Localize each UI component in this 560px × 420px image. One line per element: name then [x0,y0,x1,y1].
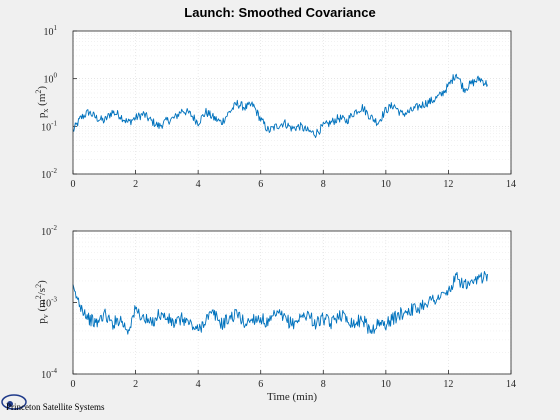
top-x-tick-label: 6 [258,179,263,190]
top-series-line [72,73,488,139]
top-plot-x-ticks: 0 2 4 6 8 10 12 14 [71,170,516,190]
top-y-tick-label: 101 [44,24,58,38]
bottom-y-tick-label: 10-2 [41,224,57,238]
chart-title: Launch: Smoothed Covariance [184,5,375,20]
bottom-x-tick-label: 0 [71,379,76,390]
planet-logo-icon [7,401,13,407]
bottom-x-tick-label: 14 [506,379,516,390]
bottom-plot-ylabel: pv (m2/s2) [34,280,50,324]
top-y-tick-label: 10-1 [41,119,57,133]
bottom-y-tick-label: 10-4 [41,367,57,381]
bottom-x-tick-label: 4 [196,379,201,390]
bottom-x-tick-label: 6 [258,379,263,390]
top-plot-frame [72,30,512,175]
bottom-plot-series [72,270,488,335]
bottom-plot: 0 2 4 6 8 10 12 14 10-4 10-3 10-2 pv (m2/s2) Time… [34,224,516,403]
company-logo: Princeton Satellite Systems [1,394,105,412]
bottom-plot-frame [72,230,512,375]
bottom-x-tick-label: 12 [443,379,453,390]
top-plot-area [73,31,511,174]
bottom-x-tick-label: 2 [133,379,138,390]
top-y-tick-label: 10-2 [41,167,57,181]
top-x-tick-label: 0 [71,179,76,190]
bottom-x-tick-label: 8 [321,379,326,390]
top-plot-ylabel: px (m2) [34,86,50,118]
bottom-plot-x-ticks: 0 2 4 6 8 10 12 14 [71,370,516,390]
top-plot-series [72,73,488,139]
top-x-tick-label: 4 [196,179,201,190]
bottom-plot-xlabel: Time (min) [267,391,317,403]
orbit-logo-icon [1,394,27,410]
top-x-tick-label: 10 [381,179,391,190]
top-x-tick-label: 2 [133,179,138,190]
top-x-tick-label: 14 [506,179,516,190]
bottom-y-tick-label: 10-3 [41,296,57,310]
top-x-tick-label: 8 [321,179,326,190]
top-y-tick-label: 100 [44,72,58,86]
top-x-tick-label: 12 [443,179,453,190]
top-plot: 0 2 4 6 8 10 12 14 10-2 10-1 100 101 px (m2) [34,24,516,190]
top-plot-grid [72,30,512,175]
company-name: Princeton Satellite Systems [6,402,105,412]
bottom-x-tick-label: 10 [381,379,391,390]
bottom-series-line [72,270,488,335]
